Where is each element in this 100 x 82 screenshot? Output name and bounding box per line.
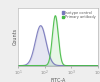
Legend: Isotype control, Primary antibody: Isotype control, Primary antibody [61, 10, 96, 20]
Y-axis label: Counts: Counts [12, 28, 17, 45]
X-axis label: FITC-A: FITC-A [50, 78, 66, 82]
